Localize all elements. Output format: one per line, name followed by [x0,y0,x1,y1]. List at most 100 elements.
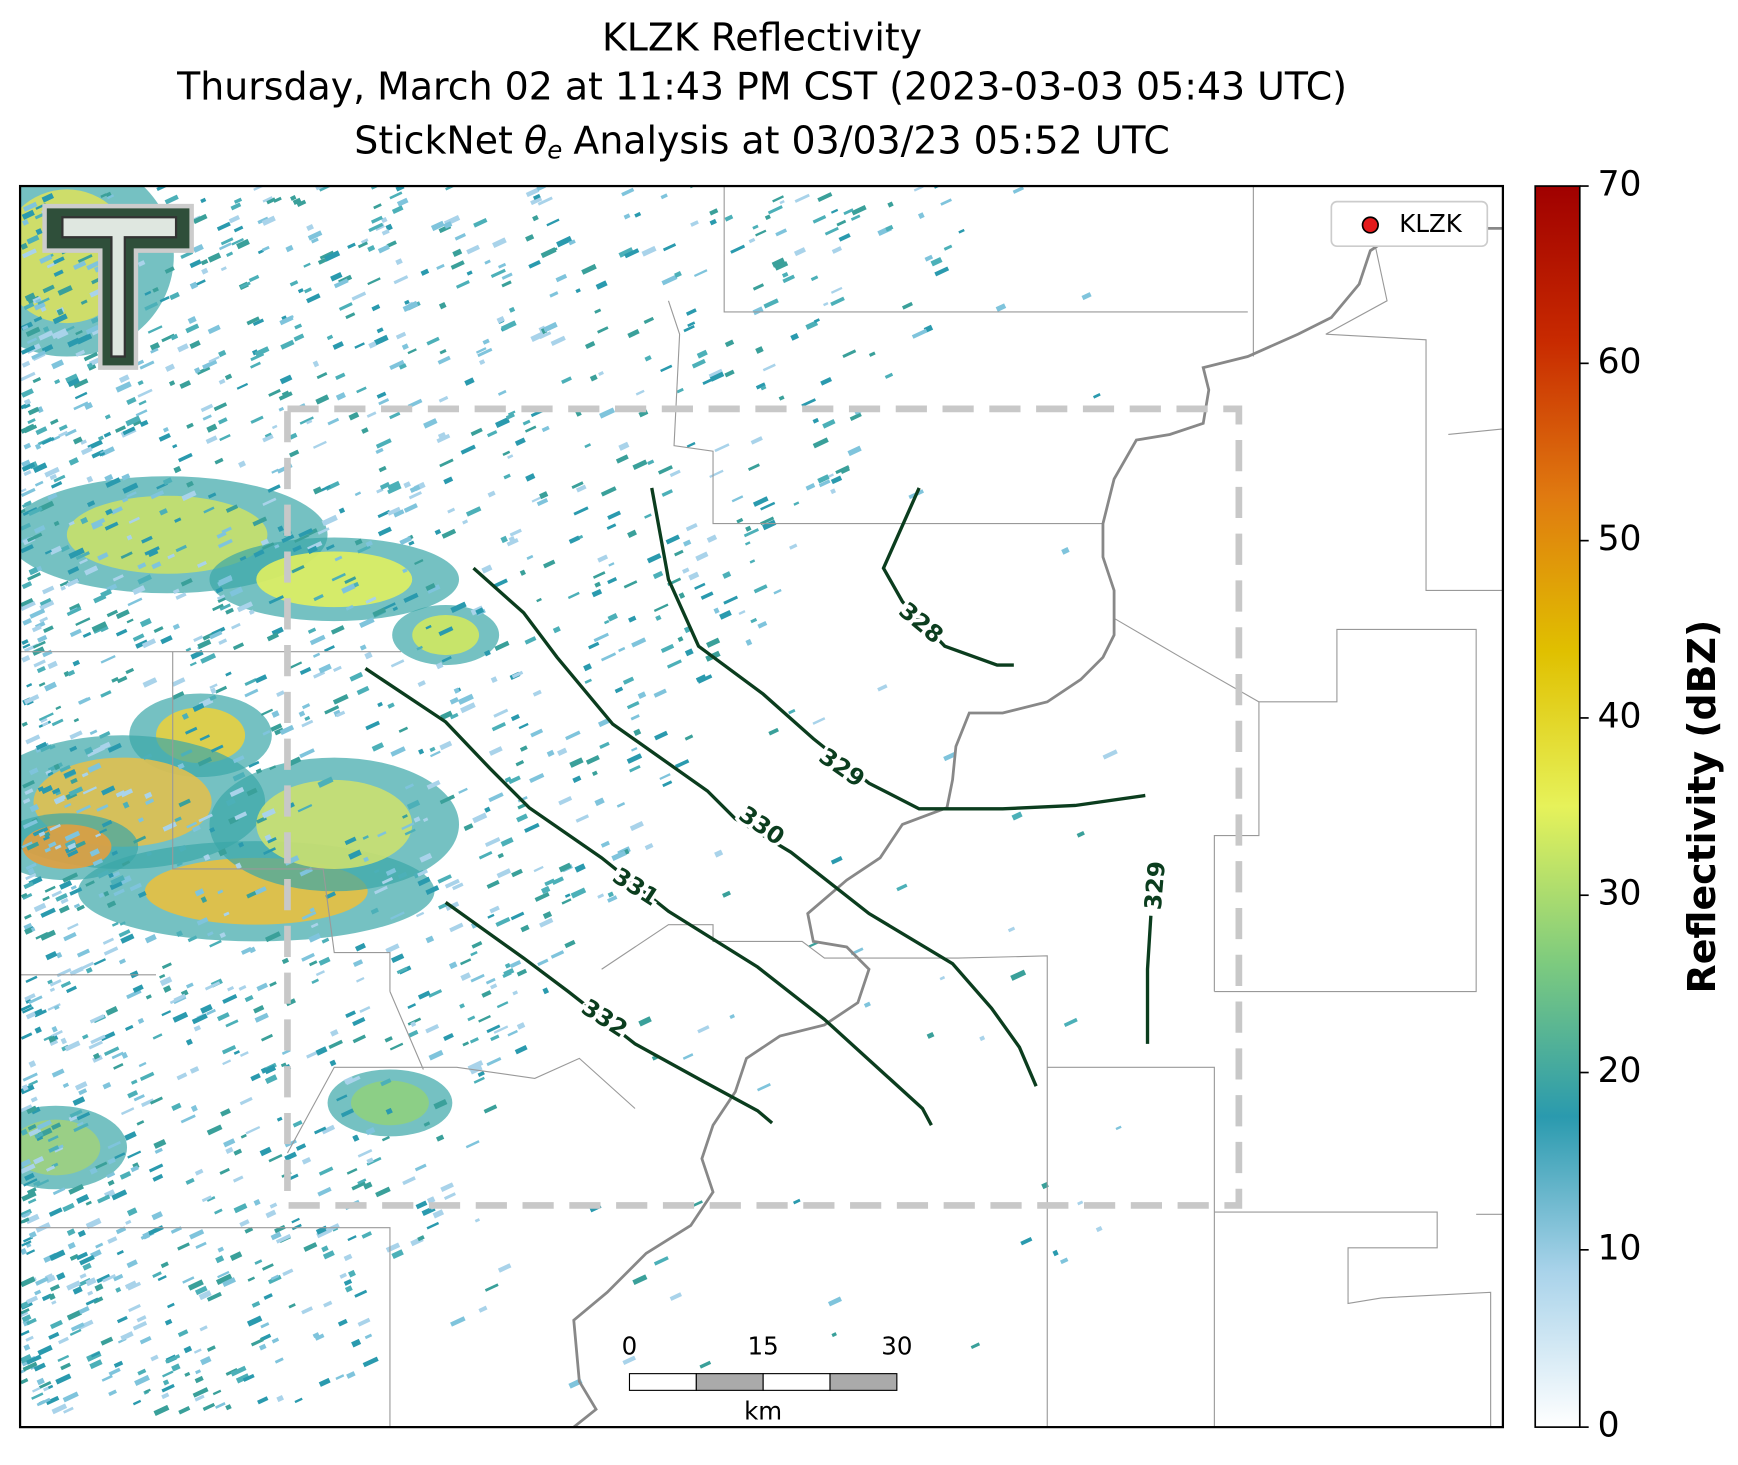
echo-gate [69,1109,83,1118]
echo-gate [269,1202,278,1209]
echo-gate [474,1218,481,1223]
echo-gate [196,917,209,926]
echo-gate [20,488,27,493]
echo-gate [165,1354,181,1364]
echo-gate [25,1335,34,1342]
echo-gate [230,202,242,211]
echo-gate [830,856,843,865]
echo-gate [351,1181,366,1191]
echo-gate [449,712,459,720]
echo-gate [197,639,212,650]
echo-gate [25,1011,37,1020]
echo-gate [268,388,281,397]
echo-gate [516,968,528,977]
echo-gate [354,942,366,952]
echo-gate [176,861,183,867]
echo-gate [332,341,344,350]
echo-gate [23,398,32,406]
echo-gate [41,721,49,727]
echo-gate [524,822,540,833]
echo-gate [436,263,445,270]
echo-gate [251,1301,261,1308]
echo-gate [38,500,55,512]
echo-gate [595,280,608,290]
echo-gate [502,450,511,457]
echo-gate [425,1024,440,1034]
echo-gate [141,535,153,544]
echo-gate [408,491,422,500]
echo-gate [64,830,81,842]
echo-gate [48,1145,60,1153]
echo-gate [185,1177,195,1185]
echo-gate [569,757,584,768]
echo-gate [441,528,457,539]
echo-gate [73,260,87,270]
echo-gate [115,628,128,637]
echo-gate [189,1229,205,1240]
echo-gate [558,795,573,806]
echo-gate [26,1105,38,1115]
echo-gate [271,710,280,718]
echo-gate [789,543,798,550]
echo-gate [200,896,208,904]
echo-gate [365,1127,376,1136]
echo-gate [437,355,451,365]
echo-gate [250,415,264,424]
echo-gate [111,850,119,856]
echo-gate [541,425,550,433]
echo-gate [257,1396,269,1405]
echo-gate [44,466,60,478]
echo-gate [441,656,452,663]
echo-gate [402,1176,416,1186]
echo-gate [207,492,217,499]
echo-gate [186,480,194,488]
echo-gate [262,729,271,736]
echo-gate [97,552,109,561]
echo-gate [27,572,42,581]
echo-gate [279,724,295,735]
echo-gate [200,653,217,664]
echo-gate [753,584,768,594]
echo-gate [42,585,55,595]
echo-gate [187,316,197,325]
echo-gate [153,1138,167,1149]
echo-gate [149,1096,163,1105]
echo-gate [67,337,81,348]
colorbar-tick-label: 30 [1598,874,1642,914]
echo-gate [684,648,694,657]
echo-gate [767,205,783,215]
echo-gate [418,748,425,755]
echo-gate [430,220,445,232]
echo-gate [248,274,260,283]
echo-gate [82,1033,89,1040]
echo-gate [271,468,279,474]
echo-gate [67,922,79,931]
echo-gate [45,1165,56,1172]
echo-gate [511,670,524,679]
echo-gate [244,994,254,1003]
echo-gate [120,788,134,798]
echo-gate [515,760,525,767]
echo-gate [70,777,78,785]
echo-gate [325,480,340,491]
echo-gate [245,1125,261,1135]
echo-gate [387,484,402,495]
echo-gate [196,366,211,375]
echo-gate [132,633,145,642]
contour-line [881,487,1014,667]
echo-gate [76,904,85,912]
echo-gate [77,1319,94,1331]
echo-gate [414,1163,427,1172]
echo-gate [354,342,365,349]
echo-gate [163,985,172,993]
echo-gate [214,457,224,465]
echo-gate [376,391,387,399]
echo-gate [719,609,732,620]
echo-gate [206,1008,216,1016]
echo-gate [706,637,721,648]
echo-gate [194,888,205,897]
echo-gate [435,662,444,670]
echo-gate [206,1345,216,1352]
echo-gate [137,562,147,570]
echo-gate [220,266,227,272]
